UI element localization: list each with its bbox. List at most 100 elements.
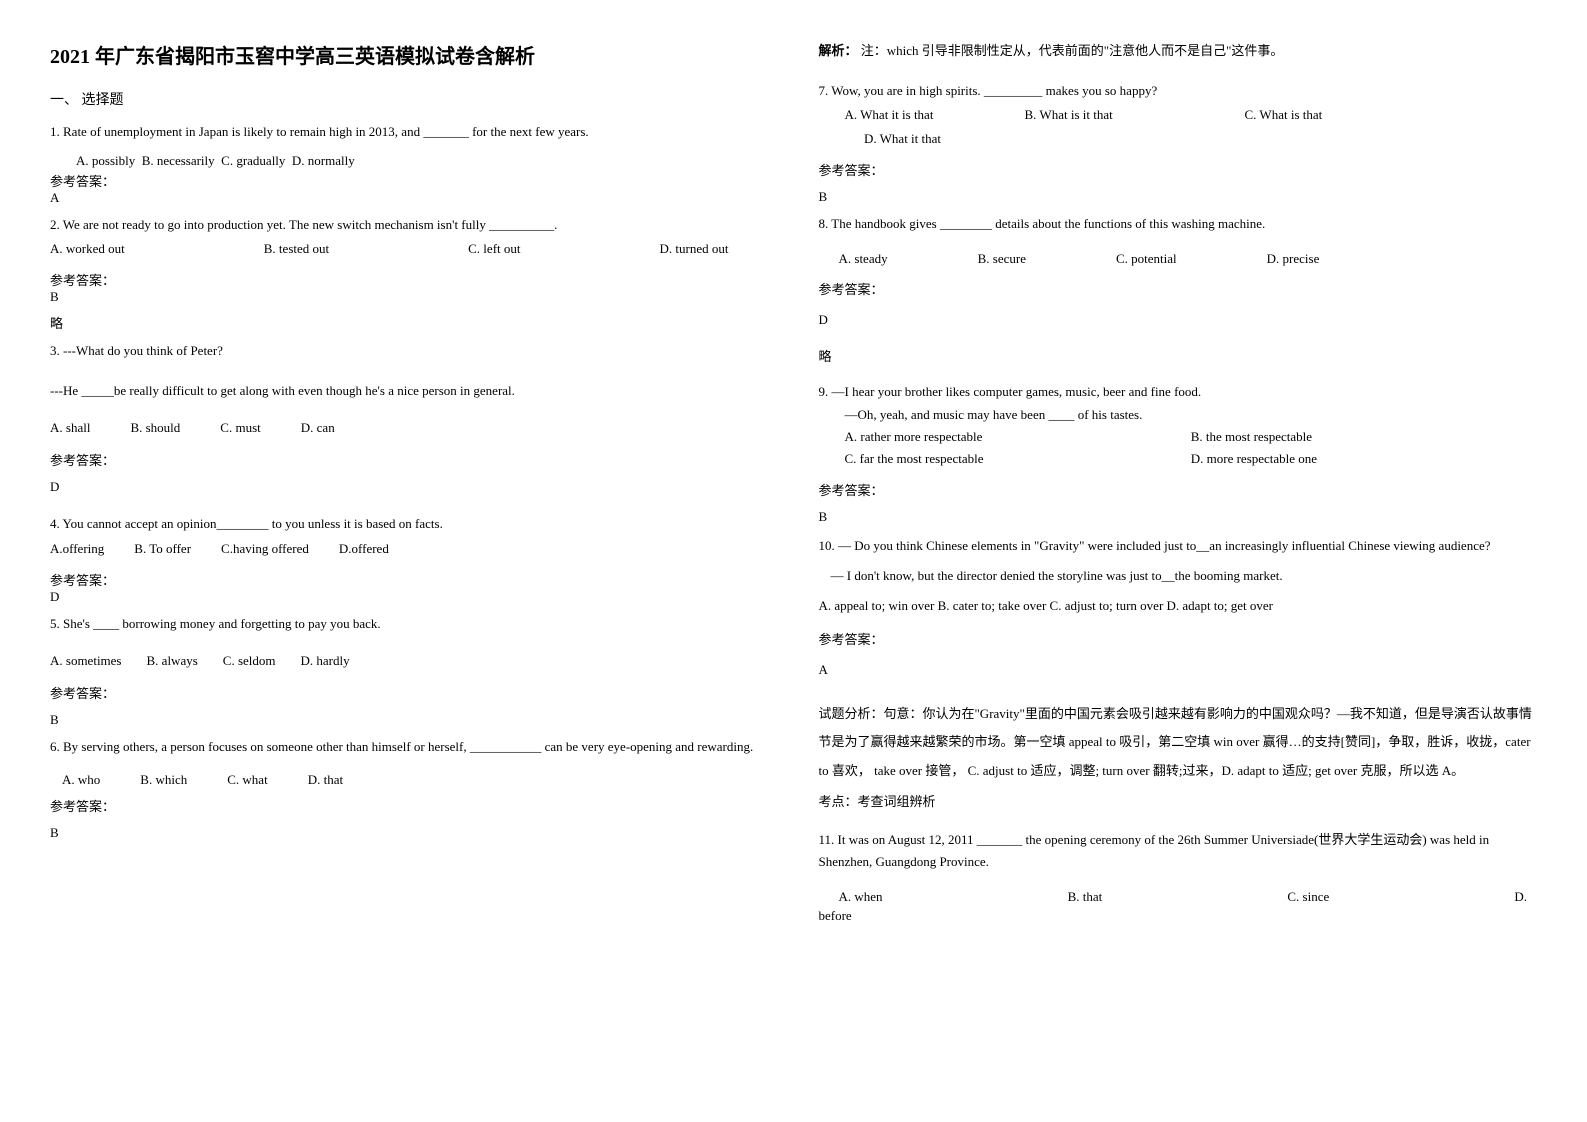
question-4: 4. You cannot accept an opinion________ … xyxy=(50,513,769,559)
question-8-options: A. steady B. secure C. potential D. prec… xyxy=(819,251,1538,267)
question-10-options: A. appeal to; win over B. cater to; take… xyxy=(819,593,1538,619)
question-3: 3. ---What do you think of Peter? xyxy=(50,340,769,362)
question-10-number: 10. xyxy=(819,538,839,553)
option-d: D. can xyxy=(301,420,335,436)
analysis-text: 注：which 引导非限制性定从，代表前面的"注意他人而不是自己"这件事。 xyxy=(861,43,1284,58)
option-d-text: before xyxy=(819,905,1538,927)
question-5-text: She's ____ borrowing money and forgettin… xyxy=(63,616,381,631)
question-1-options: A. possibly B. necessarily C. gradually … xyxy=(50,153,769,169)
option-c: C. gradually xyxy=(221,153,285,169)
question-11-text: It was on August 12, 2011 _______ the op… xyxy=(819,832,1490,869)
option-b: B. To offer xyxy=(134,538,191,560)
question-1: 1. Rate of unemployment in Japan is like… xyxy=(50,121,769,143)
option-a: A. steady xyxy=(839,251,888,267)
answer-value: B xyxy=(50,825,769,841)
option-d: D. that xyxy=(308,772,343,788)
question-7-text: Wow, you are in high spirits. _________ … xyxy=(831,83,1157,98)
note: 略 xyxy=(50,313,769,332)
question-7: 7. Wow, you are in high spirits. _______… xyxy=(819,80,1538,150)
answer-value: D xyxy=(50,479,769,495)
option-b: B. What is it that xyxy=(1025,104,1245,126)
question-5-options: A. sometimes B. always C. seldom D. hard… xyxy=(50,653,769,669)
question-1-text: Rate of unemployment in Japan is likely … xyxy=(63,124,589,139)
answer-value: B xyxy=(50,289,769,305)
option-c: C. must xyxy=(220,420,260,436)
option-d: D. normally xyxy=(292,153,355,169)
option-a: A. worked out xyxy=(50,238,125,260)
right-column: 解析： 注：which 引导非限制性定从，代表前面的"注意他人而不是自己"这件事… xyxy=(819,40,1538,1082)
option-a: A. who xyxy=(62,772,100,788)
option-b: B. necessarily xyxy=(142,153,215,169)
answer-label: 参考答案： xyxy=(819,279,1538,298)
question-5-number: 5. xyxy=(50,616,63,631)
answer-label: 参考答案： xyxy=(819,629,1538,648)
option-d: D. xyxy=(1514,889,1527,905)
question-11-options: A. when B. that C. since D. xyxy=(819,889,1538,905)
question-2: 2. We are not ready to go into productio… xyxy=(50,214,769,260)
option-a: A. shall xyxy=(50,420,90,436)
question-6-number: 6. xyxy=(50,739,63,754)
question-6-text: By serving others, a person focuses on s… xyxy=(63,739,753,754)
question-7-number: 7. xyxy=(819,83,832,98)
question-3-text2: ---He _____be really difficult to get al… xyxy=(50,380,769,402)
option-b: B. that xyxy=(1068,889,1103,905)
q6-analysis: 解析： 注：which 引导非限制性定从，代表前面的"注意他人而不是自己"这件事… xyxy=(819,40,1538,62)
question-3-options: A. shall B. should C. must D. can xyxy=(50,420,769,436)
question-4-text: You cannot accept an opinion________ to … xyxy=(63,516,443,531)
option-d: D. hardly xyxy=(301,653,350,669)
question-8: 8. The handbook gives ________ details a… xyxy=(819,213,1538,235)
option-c: C.having offered xyxy=(221,538,309,560)
question-10-text1: — Do you think Chinese elements in "Grav… xyxy=(838,538,1491,553)
option-c: C. seldom xyxy=(223,653,276,669)
section-title: 一、 选择题 xyxy=(50,89,769,109)
answer-value: A xyxy=(50,190,769,206)
answer-label: 参考答案： xyxy=(50,171,769,190)
answer-label: 参考答案： xyxy=(50,796,769,815)
option-c: C. left out xyxy=(468,238,520,260)
option-a: A.offering xyxy=(50,538,104,560)
option-b: B. always xyxy=(147,653,198,669)
option-b: B. secure xyxy=(978,251,1026,267)
option-a: A. What it is that xyxy=(845,104,1025,126)
question-10: 10. — Do you think Chinese elements in "… xyxy=(819,533,1538,619)
answer-value: B xyxy=(819,189,1538,205)
question-11-number: 11. xyxy=(819,832,838,847)
option-a: A. possibly xyxy=(76,153,135,169)
question-8-text: The handbook gives ________ details abou… xyxy=(831,216,1265,231)
analysis-label: 解析： xyxy=(819,43,858,58)
question-5: 5. She's ____ borrowing money and forget… xyxy=(50,613,769,635)
question-8-number: 8. xyxy=(819,216,832,231)
question-2-text: We are not ready to go into production y… xyxy=(63,217,558,232)
option-c: C. since xyxy=(1287,889,1329,905)
option-a: A. sometimes xyxy=(50,653,122,669)
question-4-number: 4. xyxy=(50,516,63,531)
left-column: 2021 年广东省揭阳市玉窖中学高三英语模拟试卷含解析 一、 选择题 1. Ra… xyxy=(50,40,769,1082)
main-title: 2021 年广东省揭阳市玉窖中学高三英语模拟试卷含解析 xyxy=(50,40,769,69)
answer-value: D xyxy=(50,589,769,605)
answer-label: 参考答案： xyxy=(50,450,769,469)
option-d: D. What it that xyxy=(864,128,941,150)
option-d: D. precise xyxy=(1267,251,1320,267)
option-b: B. should xyxy=(130,420,180,436)
answer-label: 参考答案： xyxy=(50,683,769,702)
question-9-text2: —Oh, yeah, and music may have been ____ … xyxy=(819,404,1538,426)
question-9: 9. —I hear your brother likes computer g… xyxy=(819,381,1538,469)
question-2-number: 2. xyxy=(50,217,63,232)
option-d: D.offered xyxy=(339,538,389,560)
question-6-options: A. who B. which C. what D. that xyxy=(50,772,769,788)
option-c: C. potential xyxy=(1116,251,1177,267)
answer-value: B xyxy=(50,712,769,728)
option-d: D. turned out xyxy=(660,238,729,260)
answer-label: 参考答案： xyxy=(50,270,769,289)
option-d: D. more respectable one xyxy=(1191,448,1537,470)
option-c: C. What is that xyxy=(1245,104,1323,126)
question-11: 11. It was on August 12, 2011 _______ th… xyxy=(819,829,1538,873)
answer-value: D xyxy=(819,312,1538,328)
question-6: 6. By serving others, a person focuses o… xyxy=(50,736,769,758)
answer-value: A xyxy=(819,662,1538,678)
question-9-number: 9. xyxy=(819,384,832,399)
answer-label: 参考答案： xyxy=(50,570,769,589)
question-3-text1: ---What do you think of Peter? xyxy=(63,343,223,358)
note: 略 xyxy=(819,346,1538,365)
option-b: B. tested out xyxy=(264,238,329,260)
